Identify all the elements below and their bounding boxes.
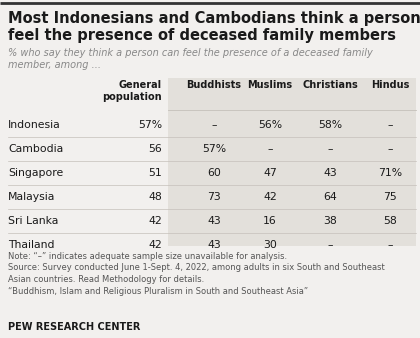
Text: 43: 43 [207,216,221,226]
Text: 58: 58 [383,216,397,226]
Text: “Buddhism, Islam and Religious Pluralism in South and Southeast Asia”: “Buddhism, Islam and Religious Pluralism… [8,287,308,295]
Text: 47: 47 [263,168,277,178]
Text: Indonesia: Indonesia [8,120,61,130]
Text: –: – [327,144,333,154]
Text: Most Indonesians and Cambodians think a person can
feel the presence of deceased: Most Indonesians and Cambodians think a … [8,11,420,43]
Text: 42: 42 [148,240,162,250]
Text: 42: 42 [263,192,277,202]
Text: 43: 43 [323,168,337,178]
Text: Christians: Christians [302,80,358,90]
Text: General
population: General population [102,80,162,102]
Text: Hindus: Hindus [371,80,409,90]
Text: 16: 16 [263,216,277,226]
Text: Sri Lanka: Sri Lanka [8,216,58,226]
Text: –: – [327,240,333,250]
Text: –: – [387,120,393,130]
Text: 56: 56 [148,144,162,154]
Text: % who say they think a person can feel the presence of a deceased family
member,: % who say they think a person can feel t… [8,48,373,70]
Text: –: – [387,240,393,250]
Text: 57%: 57% [138,120,162,130]
Text: Malaysia: Malaysia [8,192,55,202]
Text: 64: 64 [323,192,337,202]
Text: Asian countries. Read Methodology for details.: Asian countries. Read Methodology for de… [8,275,204,284]
Text: 56%: 56% [258,120,282,130]
Text: Thailand: Thailand [8,240,55,250]
Text: Source: Survey conducted June 1-Sept. 4, 2022, among adults in six South and Sou: Source: Survey conducted June 1-Sept. 4,… [8,264,385,272]
Text: Note: “–” indicates adequate sample size unavailable for analysis.: Note: “–” indicates adequate sample size… [8,252,287,261]
Text: Cambodia: Cambodia [8,144,63,154]
Text: –: – [267,144,273,154]
Text: Singapore: Singapore [8,168,63,178]
Text: 57%: 57% [202,144,226,154]
Text: 43: 43 [207,240,221,250]
Text: 73: 73 [207,192,221,202]
Text: 60: 60 [207,168,221,178]
Text: 58%: 58% [318,120,342,130]
Text: –: – [387,144,393,154]
Text: 71%: 71% [378,168,402,178]
Text: Muslims: Muslims [247,80,293,90]
Bar [168,78,416,246]
Text: Buddhists: Buddhists [186,80,241,90]
Text: PEW RESEARCH CENTER: PEW RESEARCH CENTER [8,322,140,332]
Text: 51: 51 [148,168,162,178]
Text: 38: 38 [323,216,337,226]
Text: 30: 30 [263,240,277,250]
Text: 42: 42 [148,216,162,226]
Text: 48: 48 [148,192,162,202]
Text: 75: 75 [383,192,397,202]
Text: –: – [211,120,217,130]
